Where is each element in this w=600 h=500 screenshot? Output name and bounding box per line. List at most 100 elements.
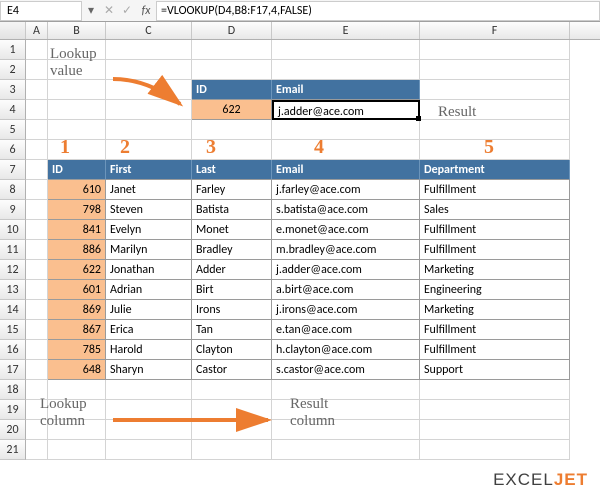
table-cell-id[interactable]: 785: [48, 340, 106, 360]
col-header-d[interactable]: D: [192, 22, 272, 39]
row-header[interactable]: 4: [0, 100, 26, 120]
cell[interactable]: [272, 440, 420, 460]
cell[interactable]: [26, 220, 48, 240]
table-cell[interactable]: j.farley@ace.com: [272, 180, 420, 200]
table-cell[interactable]: Marketing: [420, 260, 570, 280]
table-cell-id[interactable]: 610: [48, 180, 106, 200]
table-cell[interactable]: Janet: [106, 180, 192, 200]
col-header-c[interactable]: C: [106, 22, 192, 39]
table-cell[interactable]: Sales: [420, 200, 570, 220]
row-header[interactable]: 19: [0, 400, 26, 420]
row-header[interactable]: 17: [0, 360, 26, 380]
table-cell[interactable]: s.castor@ace.com: [272, 360, 420, 380]
result-cell[interactable]: j.adder@ace.com: [272, 100, 420, 120]
table-cell[interactable]: Fulfillment: [420, 320, 570, 340]
cell[interactable]: [26, 300, 48, 320]
table-cell[interactable]: Fulfillment: [420, 220, 570, 240]
table-cell[interactable]: Fulfillment: [420, 240, 570, 260]
cell[interactable]: [192, 120, 272, 140]
cell[interactable]: [192, 440, 272, 460]
row-header[interactable]: 10: [0, 220, 26, 240]
name-box[interactable]: E4: [0, 1, 82, 21]
row-header[interactable]: 20: [0, 420, 26, 440]
cell[interactable]: [26, 360, 48, 380]
cell[interactable]: [192, 40, 272, 60]
table-cell-id[interactable]: 648: [48, 360, 106, 380]
cell[interactable]: [420, 60, 570, 80]
table-cell[interactable]: Adder: [192, 260, 272, 280]
cell[interactable]: [26, 260, 48, 280]
cell[interactable]: [48, 120, 106, 140]
table-cell[interactable]: Sharyn: [106, 360, 192, 380]
cell[interactable]: [48, 100, 106, 120]
table-cell[interactable]: Evelyn: [106, 220, 192, 240]
table-cell[interactable]: Support: [420, 360, 570, 380]
lookup-value-cell[interactable]: 622: [192, 100, 272, 120]
cell[interactable]: [26, 180, 48, 200]
table-cell[interactable]: Fulfillment: [420, 180, 570, 200]
cell[interactable]: [106, 380, 192, 400]
table-cell[interactable]: Erica: [106, 320, 192, 340]
table-header[interactable]: Last: [192, 160, 272, 180]
col-header-b[interactable]: B: [48, 22, 106, 39]
table-cell-id[interactable]: 798: [48, 200, 106, 220]
table-cell[interactable]: Monet: [192, 220, 272, 240]
table-header[interactable]: First: [106, 160, 192, 180]
table-cell[interactable]: Irons: [192, 300, 272, 320]
table-cell-id[interactable]: 622: [48, 260, 106, 280]
cell[interactable]: [106, 440, 192, 460]
table-cell[interactable]: Engineering: [420, 280, 570, 300]
table-header[interactable]: Email: [272, 160, 420, 180]
row-header[interactable]: 14: [0, 300, 26, 320]
row-header[interactable]: 13: [0, 280, 26, 300]
cell[interactable]: [26, 280, 48, 300]
table-cell-id[interactable]: 601: [48, 280, 106, 300]
cell[interactable]: [192, 380, 272, 400]
cell[interactable]: [26, 120, 48, 140]
cell[interactable]: [26, 80, 48, 100]
table-cell-id[interactable]: 867: [48, 320, 106, 340]
namebox-dropdown-icon[interactable]: ▾: [82, 3, 100, 18]
table-cell-id[interactable]: 869: [48, 300, 106, 320]
table-header[interactable]: ID: [48, 160, 106, 180]
formula-bar[interactable]: =VLOOKUP(D4,B8:F17,4,FALSE): [156, 1, 600, 21]
table-cell[interactable]: h.clayton@ace.com: [272, 340, 420, 360]
lookup-header-id[interactable]: ID: [192, 80, 272, 100]
row-header[interactable]: 1: [0, 40, 26, 60]
cell[interactable]: [106, 140, 192, 160]
table-cell[interactable]: a.birt@ace.com: [272, 280, 420, 300]
table-cell[interactable]: Batista: [192, 200, 272, 220]
row-header[interactable]: 15: [0, 320, 26, 340]
table-cell[interactable]: Bradley: [192, 240, 272, 260]
cell[interactable]: [48, 140, 106, 160]
table-cell[interactable]: Castor: [192, 360, 272, 380]
row-header[interactable]: 5: [0, 120, 26, 140]
row-header[interactable]: 8: [0, 180, 26, 200]
table-cell[interactable]: Marketing: [420, 300, 570, 320]
cell[interactable]: [420, 80, 570, 100]
cell[interactable]: [272, 120, 420, 140]
table-cell[interactable]: Julie: [106, 300, 192, 320]
cell[interactable]: [26, 160, 48, 180]
cell[interactable]: [26, 320, 48, 340]
cell[interactable]: [48, 440, 106, 460]
cell[interactable]: [272, 40, 420, 60]
col-header-f[interactable]: F: [420, 22, 570, 39]
table-cell[interactable]: Tan: [192, 320, 272, 340]
table-cell[interactable]: Fulfillment: [420, 340, 570, 360]
table-cell[interactable]: Steven: [106, 200, 192, 220]
enter-icon[interactable]: ✓: [118, 3, 136, 18]
fx-icon[interactable]: fx: [136, 4, 156, 18]
cell[interactable]: [420, 380, 570, 400]
table-cell[interactable]: Jonathan: [106, 260, 192, 280]
cell[interactable]: [420, 120, 570, 140]
cell[interactable]: [420, 140, 570, 160]
cell[interactable]: [192, 140, 272, 160]
cell[interactable]: [26, 100, 48, 120]
col-header-e[interactable]: E: [272, 22, 420, 39]
table-cell[interactable]: Harold: [106, 340, 192, 360]
table-cell[interactable]: e.tan@ace.com: [272, 320, 420, 340]
row-header[interactable]: 21: [0, 440, 26, 460]
row-header[interactable]: 9: [0, 200, 26, 220]
table-cell[interactable]: j.adder@ace.com: [272, 260, 420, 280]
